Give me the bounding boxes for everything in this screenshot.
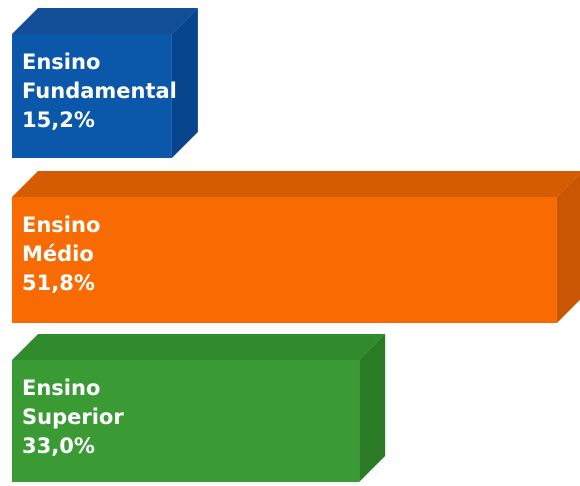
- category-label: Ensino Médio: [22, 213, 101, 266]
- bar-label: Ensino Superior 33,0%: [22, 374, 124, 461]
- bar: [12, 360, 360, 482]
- category-label: Ensino Superior: [22, 376, 124, 429]
- bar-label: Ensino Médio 51,8%: [22, 211, 100, 298]
- value-label: 51,8%: [22, 271, 95, 295]
- bar-label: Ensino Fundamental 15,2%: [22, 48, 177, 135]
- bar: [12, 197, 557, 323]
- category-label: Ensino Fundamental: [22, 50, 177, 103]
- value-label: 33,0%: [22, 434, 95, 458]
- bar-side: [556, 173, 580, 323]
- bar-side: [171, 8, 198, 158]
- value-label: 15,2%: [22, 108, 95, 132]
- bar-top: [12, 8, 198, 34]
- bar: [12, 34, 172, 158]
- bar-side: [359, 334, 386, 482]
- bar-top: [12, 334, 386, 360]
- bar-top: [12, 171, 580, 197]
